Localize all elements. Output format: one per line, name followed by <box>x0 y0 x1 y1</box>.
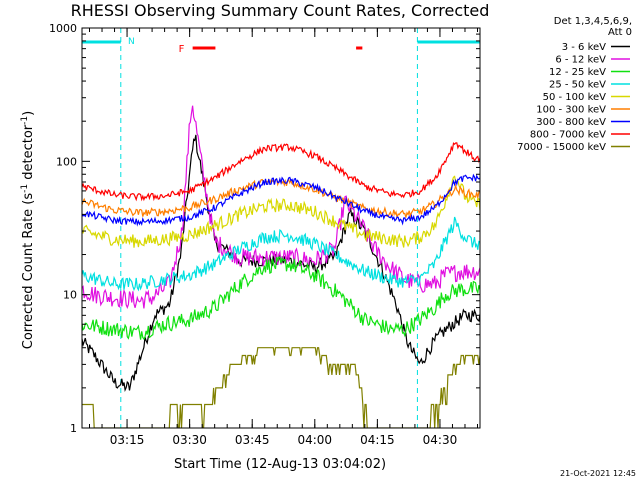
x-tick-label-4: 04:15 <box>360 433 395 447</box>
axes-frame: 1 10 100 1000 03:15 03:30 03:45 04:00 04:15 04:30 <box>49 22 481 447</box>
flare-label: F <box>179 44 185 55</box>
chart-title: RHESSI Observing Summary Count Rates, Co… <box>71 1 490 20</box>
legend-label-2: 12 - 25 keV <box>549 67 606 78</box>
y-axis-label-main: Corrected Count Rate (s <box>21 193 36 350</box>
axes-border <box>81 27 481 429</box>
y-axis-label: Corrected Count Rate (s-1 detector-1) <box>20 111 36 349</box>
x-tick-label-2: 03:45 <box>235 433 270 447</box>
y-axis-label-end: ) <box>21 111 36 116</box>
series-line-7 <box>82 142 480 202</box>
legend-label-6: 300 - 800 keV <box>536 117 606 128</box>
x-tick-label-0: 03:15 <box>110 433 145 447</box>
series-line-2 <box>82 256 480 340</box>
plot-area: NF <box>82 28 480 428</box>
legend-label-8: 7000 - 15000 keV <box>517 142 606 153</box>
y-axis-label-mid: detector <box>21 124 36 184</box>
legend-header-0: Det 1,3,4,5,6,9, <box>554 16 632 27</box>
generated-timestamp: 21-Oct-2021 12:45 <box>560 469 636 478</box>
legend-label-1: 6 - 12 keV <box>555 55 606 66</box>
legend-label-3: 25 - 50 keV <box>549 80 606 91</box>
y-tick-label-1: 10 <box>63 289 77 302</box>
series-line-6 <box>82 173 480 227</box>
y-tick-label-0: 1 <box>70 422 77 435</box>
series-line-4 <box>82 175 480 248</box>
series-line-8 <box>82 347 480 428</box>
x-tick-label-3: 04:00 <box>297 433 332 447</box>
legend-header-1: Att 0 <box>608 27 632 38</box>
y-axis-label-sup2: -1 <box>20 116 30 125</box>
series-group <box>82 105 480 428</box>
y-axis-label-sup1: -1 <box>20 184 30 193</box>
legend-label-4: 50 - 100 keV <box>543 92 607 103</box>
x-tick-label-5: 04:30 <box>423 433 458 447</box>
legend: Det 1,3,4,5,6,9,Att 03 - 6 keV 6 - 12 keV… <box>517 16 632 153</box>
y-tick-label-2: 100 <box>56 155 77 168</box>
x-tick-label-1: 03:30 <box>172 433 207 447</box>
y-tick-label-3: 1000 <box>49 22 77 35</box>
series-line-3 <box>82 216 480 292</box>
night-label: N <box>128 37 135 47</box>
legend-label-5: 100 - 300 keV <box>536 105 606 116</box>
legend-label-0: 3 - 6 keV <box>562 42 606 53</box>
legend-label-7: 800 - 7000 keV <box>530 130 606 141</box>
x-axis-label: Start Time (12-Aug-13 03:04:02) <box>174 457 386 472</box>
